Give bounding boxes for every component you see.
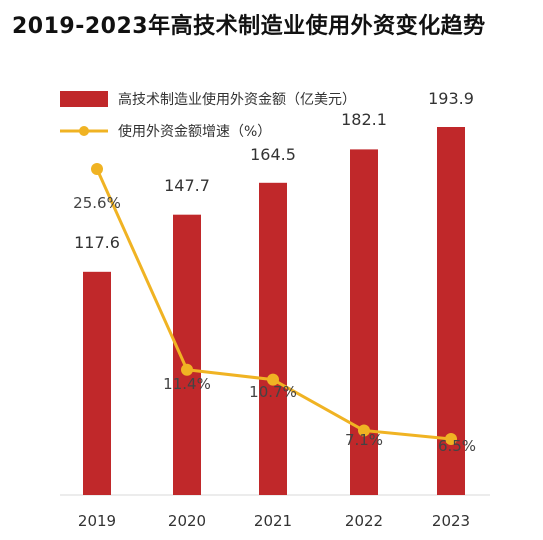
- legend-bar-swatch: [60, 91, 108, 107]
- legend-line-label: 使用外资金额增速（%）: [118, 123, 271, 140]
- legend-line-marker: [79, 126, 89, 136]
- growth-point-2022: [358, 424, 370, 437]
- chart-title: 2019-2023年高技术制造业使用外资变化趋势: [12, 14, 486, 39]
- bar-2022: [350, 149, 378, 495]
- growth-point-2021: [267, 373, 279, 386]
- growth-value-label-2019: 25.6%: [73, 194, 121, 212]
- labels-layer: 117.6 147.7 164.5 182.1 193.9 25.6% 11.4% 10.7%…: [73, 89, 476, 530]
- growth-value-label-2023: 6.5%: [438, 437, 476, 455]
- bar-value-label-2023: 193.9: [428, 89, 474, 108]
- legend-bar-label: 高技术制造业使用外资金额（亿美元）: [118, 91, 356, 108]
- x-tick-label-2023: 2023: [432, 512, 470, 530]
- line-layer: [91, 163, 457, 445]
- bars-layer: [83, 127, 465, 495]
- bar-2020: [173, 214, 201, 495]
- growth-point-2020: [181, 363, 193, 376]
- growth-value-label-2022: 7.1%: [345, 431, 383, 449]
- x-tick-label-2021: 2021: [254, 512, 292, 530]
- x-tick-label-2019: 2019: [78, 512, 116, 530]
- growth-value-label-2020: 11.4%: [163, 375, 211, 393]
- legend: 高技术制造业使用外资金额（亿美元） 使用外资金额增速（%）: [60, 91, 356, 140]
- bar-2019: [83, 271, 111, 495]
- bar-2021: [259, 182, 287, 495]
- growth-point-2023: [445, 433, 457, 445]
- bar-value-label-2022: 182.1: [341, 110, 387, 129]
- bar-value-label-2020: 147.7: [164, 176, 210, 195]
- x-tick-label-2022: 2022: [345, 512, 383, 530]
- growth-value-label-2021: 10.7%: [249, 383, 297, 401]
- growth-point-2019: [91, 163, 103, 175]
- bar-value-label-2019: 117.6: [74, 233, 120, 252]
- bar-value-label-2021: 164.5: [250, 145, 296, 164]
- x-tick-label-2020: 2020: [168, 512, 206, 530]
